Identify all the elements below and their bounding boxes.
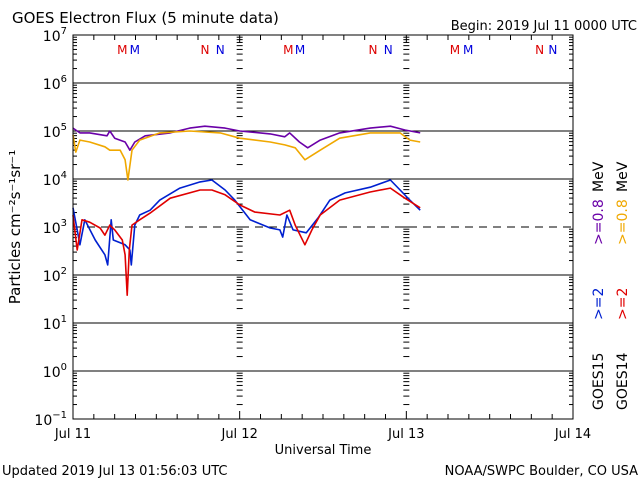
- x-axis-label: Universal Time: [275, 443, 372, 458]
- y-tick-label: 100: [43, 362, 67, 381]
- y-tick-label: 107: [43, 26, 67, 45]
- x-tick-label: Jul 12: [220, 427, 257, 442]
- begin-label: Begin: 2019 Jul 11 0000 UTC: [451, 19, 637, 34]
- y-tick-label: 105: [43, 122, 67, 141]
- data-series: [72, 125, 421, 296]
- footer-updated: Updated 2019 Jul 13 01:56:03 UTC: [2, 464, 227, 479]
- footer-credit: NOAA/SWPC Boulder, CO USA: [445, 464, 638, 479]
- y-tick-label: 106: [43, 74, 67, 93]
- series-line-goes14-2-mev: [72, 187, 421, 296]
- legend-unit: MeV: [615, 161, 631, 192]
- series-line-goes15-0-8-mev: [72, 125, 421, 151]
- chart-title: GOES Electron Flux (5 minute data): [12, 9, 279, 27]
- marker-n: N: [369, 43, 378, 57]
- x-tick-label: Jul 13: [387, 427, 424, 442]
- marker-m: M: [295, 43, 305, 57]
- marker-m: M: [463, 43, 473, 57]
- legend-item: >=2: [615, 288, 631, 320]
- legend-item: >=0.8: [615, 199, 631, 245]
- y-tick-label: 103: [43, 218, 67, 237]
- y-tick-label: 101: [43, 314, 67, 333]
- marker-n: N: [216, 43, 225, 57]
- marker-m: M: [450, 43, 460, 57]
- series-line-goes15-2-mev: [72, 179, 421, 266]
- legend-unit: MeV: [591, 161, 607, 192]
- legend-satellite: GOES15: [591, 353, 607, 410]
- legend-item: >=2: [591, 288, 607, 320]
- marker-m: M: [130, 43, 140, 57]
- tick-labels: Jul 11 Jul 12 Jul 13 Jul 14 107 106 105 104 103 1…: [34, 26, 591, 442]
- x-tick-label: Jul 14: [554, 427, 591, 442]
- legend-item: >=0.8: [591, 199, 607, 245]
- y-axis-label: Particles cm⁻²s⁻¹sr⁻¹: [6, 150, 24, 304]
- x-tick-label: Jul 11: [54, 427, 91, 442]
- plot-frame: [72, 34, 574, 420]
- marker-n: N: [535, 43, 544, 57]
- y-tick-label: 102: [43, 266, 67, 285]
- y-tick-label: 10−1: [34, 410, 67, 429]
- marker-n: N: [548, 43, 557, 57]
- marker-n: N: [200, 43, 209, 57]
- marker-n: N: [384, 43, 393, 57]
- legend: GOES15 >=2 >=0.8 MeV GOES14 >=2 >=0.8 MeV: [591, 161, 631, 410]
- gridlines: [73, 82, 573, 372]
- marker-m: M: [283, 43, 293, 57]
- legend-satellite: GOES14: [615, 352, 631, 410]
- series-line-goes14-0-8-mev: [72, 130, 421, 181]
- marker-m: M: [117, 43, 127, 57]
- y-tick-label: 104: [43, 170, 67, 189]
